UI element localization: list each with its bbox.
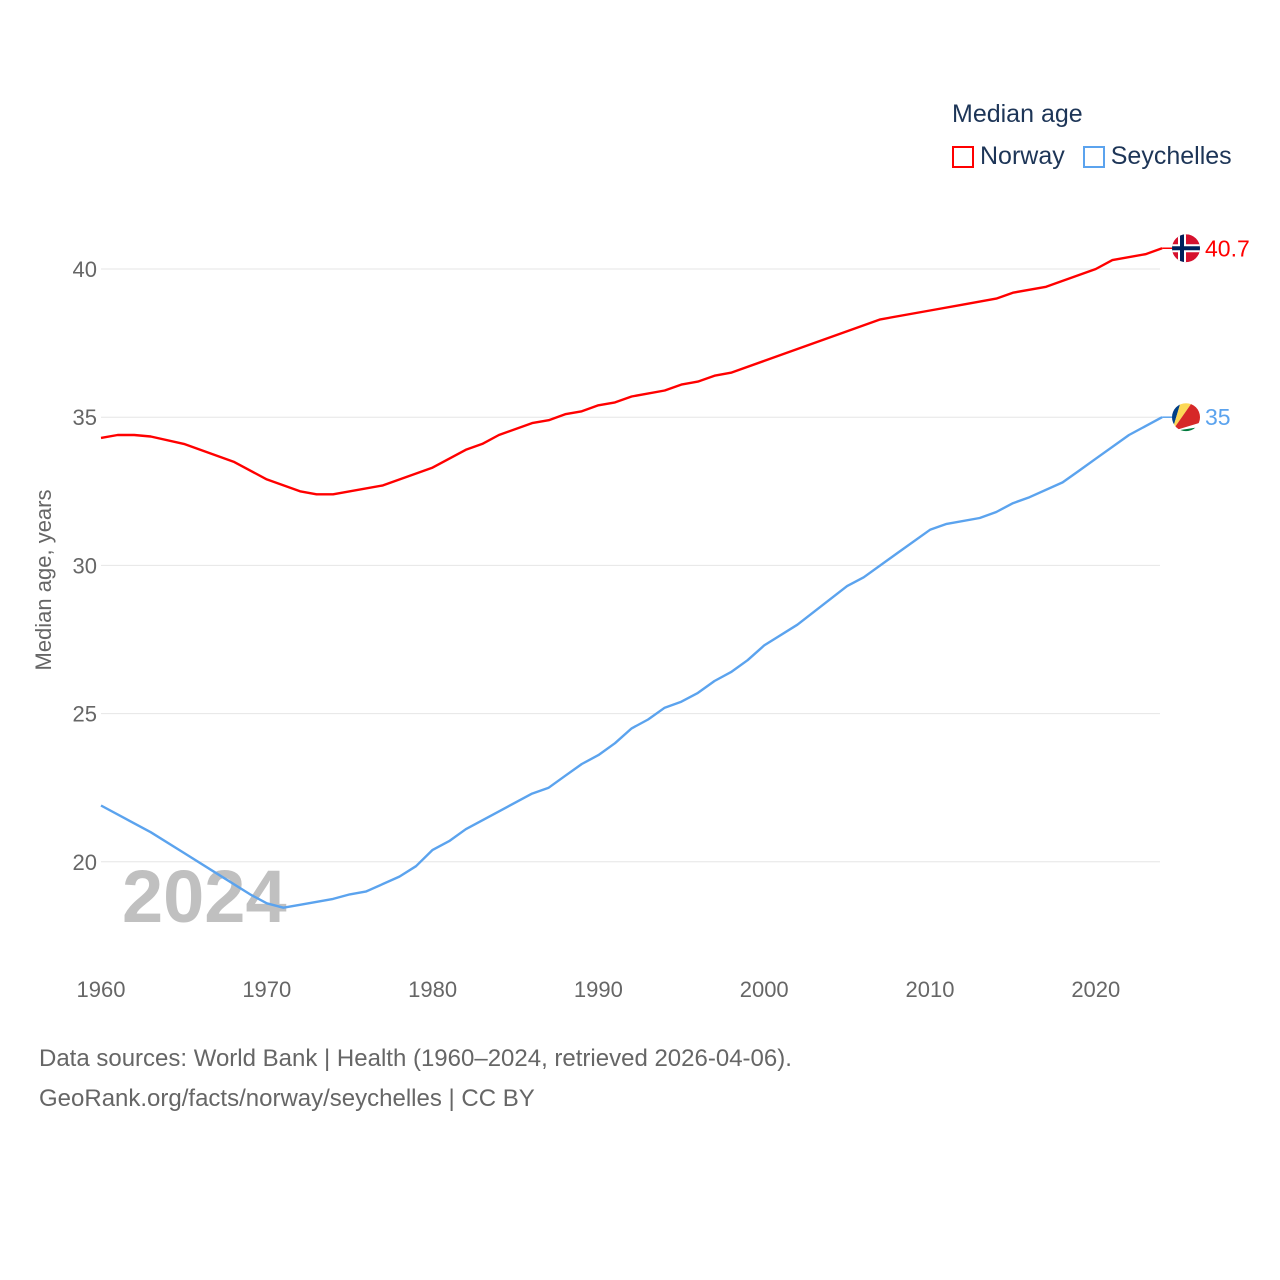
- end-value-label: 35: [1205, 404, 1231, 430]
- x-tick-label: 2000: [740, 977, 789, 1002]
- y-tick-label: 35: [73, 405, 97, 430]
- legend-item-norway[interactable]: Norway: [952, 142, 1065, 171]
- x-tick-label: 2020: [1071, 977, 1120, 1002]
- series-line-norway: [100, 247, 1163, 496]
- legend-title: Median age: [952, 100, 1083, 128]
- y-tick-label: 25: [73, 702, 97, 727]
- norway-flag-icon: [1172, 234, 1200, 263]
- end-value-label: 40.7: [1205, 235, 1250, 261]
- y-tick-label: 30: [73, 553, 97, 578]
- x-tick-label: 1980: [408, 977, 457, 1002]
- y-tick-label: 20: [73, 850, 97, 875]
- legend-item-seychelles[interactable]: Seychelles: [1082, 142, 1232, 171]
- legend-label-norway: Norway: [980, 142, 1065, 170]
- source-link[interactable]: GeoRank.org/facts/norway/seychelles | CC…: [39, 1085, 535, 1112]
- source-text: Data sources: World Bank | Health (1960–…: [39, 1045, 792, 1072]
- x-tick-label: 1990: [574, 977, 623, 1002]
- y-tick-label: 40: [73, 257, 97, 282]
- x-tick-label: 2010: [906, 977, 955, 1002]
- legend-swatch-seychelles: [1082, 145, 1105, 168]
- x-tick-label: 1970: [242, 977, 291, 1002]
- y-axis-label: Median age, years: [31, 490, 56, 671]
- series-line-seychelles: [100, 416, 1163, 909]
- year-watermark: 2024: [122, 855, 287, 938]
- legend: Norway Seychelles: [952, 142, 1232, 171]
- seychelles-flag-icon: [1172, 403, 1200, 432]
- legend-label-seychelles: Seychelles: [1110, 142, 1232, 170]
- x-tick-label: 1960: [77, 977, 126, 1002]
- legend-swatch-norway: [952, 145, 974, 168]
